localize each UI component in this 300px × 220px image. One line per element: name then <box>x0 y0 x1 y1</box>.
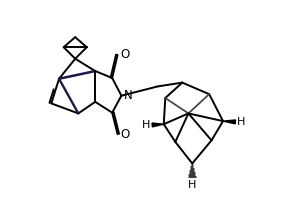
Text: H: H <box>188 180 196 190</box>
Polygon shape <box>223 120 236 124</box>
Text: O: O <box>121 48 130 61</box>
Text: H: H <box>237 117 245 127</box>
Text: O: O <box>121 128 130 141</box>
Text: N: N <box>124 89 133 102</box>
Text: H: H <box>142 120 150 130</box>
Polygon shape <box>152 123 164 127</box>
